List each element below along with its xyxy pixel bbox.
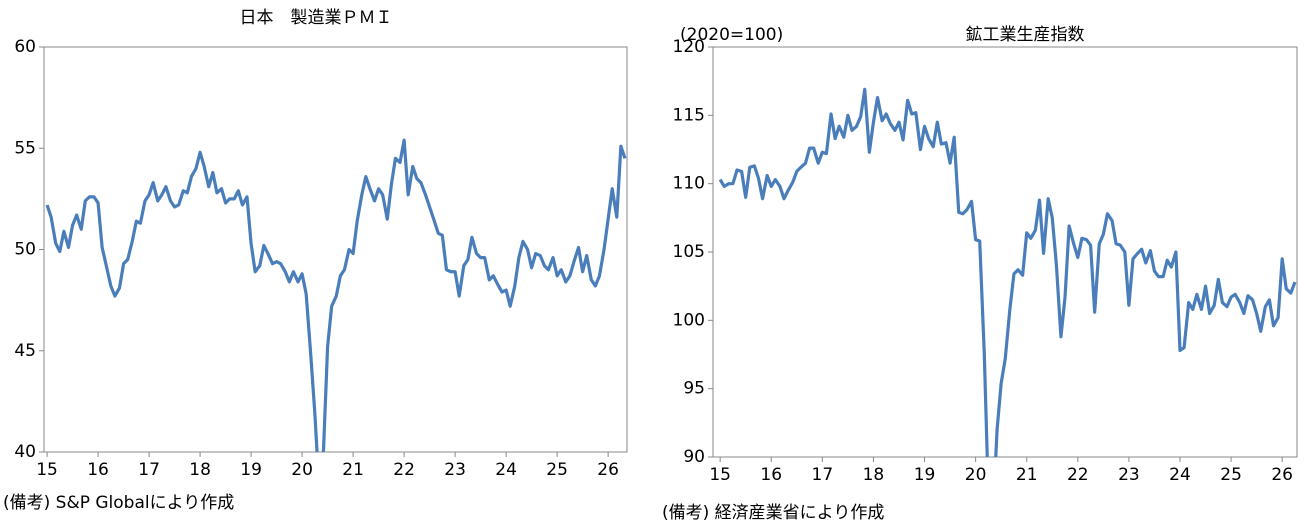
x-tick-label: 25 [546, 460, 568, 480]
y-unit: (2020=100) [680, 25, 783, 45]
y-tick-label: 90 [683, 447, 705, 467]
x-tick-label: 23 [444, 460, 466, 480]
x-tick-label: 25 [1220, 465, 1242, 485]
x-tick-label: 15 [709, 465, 731, 485]
y-tick-label: 110 [673, 174, 705, 194]
y-tick-label: 60 [14, 37, 36, 57]
x-tick-label: 16 [760, 465, 782, 485]
data-line [718, 87, 1297, 457]
y-tick-label: 115 [673, 105, 705, 125]
x-tick-label: 16 [87, 460, 109, 480]
y-tick-label: 95 [683, 379, 705, 399]
y-tick-label: 45 [14, 341, 36, 361]
x-tick-label: 20 [965, 465, 987, 485]
x-tick-label: 22 [393, 460, 415, 480]
x-tick-label: 18 [189, 460, 211, 480]
y-tick-label: 100 [673, 310, 705, 330]
x-tick-label: 18 [863, 465, 885, 485]
x-tick-label: 26 [597, 460, 619, 480]
note: (備考) S&P Globalにより作成 [3, 493, 234, 513]
y-tick-label: 40 [14, 442, 36, 462]
chart-title: 日本 製造業ＰＭＩ [240, 8, 393, 28]
x-tick-label: 19 [914, 465, 936, 485]
y-tick-label: 120 [673, 37, 705, 57]
x-tick-label: 15 [36, 460, 58, 480]
chart: 日本 製造業ＰＭＩ (備考) S&P Globalにより作成 40 45 50 55 60 1… [3, 8, 628, 513]
y-tick-label: 105 [673, 242, 705, 262]
x-tick-label: 17 [812, 465, 834, 485]
y-tick-label: 50 [14, 240, 36, 260]
x-tick-label: 24 [495, 460, 517, 480]
series-group [45, 138, 627, 452]
x-tick-label: 20 [291, 460, 313, 480]
y-tick-label: 55 [14, 138, 36, 158]
x-tick-label: 24 [1169, 465, 1191, 485]
x-tick-label: 21 [342, 460, 364, 480]
x-tick-label: 26 [1271, 465, 1293, 485]
x-tick-label: 19 [240, 460, 262, 480]
data-line [45, 138, 627, 452]
note: (備考) 経済産業省により作成 [662, 503, 884, 523]
chart-title: 鉱工業生産指数 [966, 25, 1085, 45]
x-tick-label: 17 [138, 460, 160, 480]
x-tick-label: 23 [1118, 465, 1140, 485]
x-tick-label: 22 [1067, 465, 1089, 485]
x-tick-label: 21 [1016, 465, 1038, 485]
series-group [718, 87, 1297, 457]
plot-frame [712, 46, 1298, 458]
chart: 鉱工業生産指数 (備考) 経済産業省により作成 (2020=100) 90 95 100 1… [662, 25, 1298, 523]
